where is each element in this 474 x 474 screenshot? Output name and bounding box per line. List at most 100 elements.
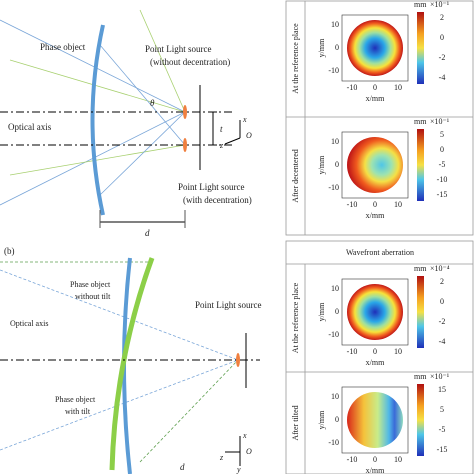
y-tick-label: 10 <box>331 137 339 146</box>
heatmap <box>347 284 403 340</box>
colorbar-tick-label: 15 <box>438 385 446 394</box>
label: (with decentration) <box>183 195 252 205</box>
colorbar-tick-label: 2 <box>440 277 444 286</box>
label: Point Light source <box>178 182 245 192</box>
x-tick-label: 10 <box>394 347 402 356</box>
x-tick-label: 10 <box>394 200 402 209</box>
label: O <box>246 131 252 140</box>
plot-frame <box>341 131 409 199</box>
colorbar-tick-label: -2 <box>439 53 446 62</box>
y-tick-label: -10 <box>328 183 339 192</box>
frames <box>285 0 474 474</box>
label: Point Light source <box>195 300 262 310</box>
colorbar-tick-label: -4 <box>439 337 446 346</box>
plot-frame <box>341 386 409 454</box>
colorbar-tick-label: 2 <box>440 13 444 22</box>
label: Phase object <box>70 280 111 289</box>
unit: mm <box>414 264 427 273</box>
exponent: ×10⁻¹ <box>430 372 450 381</box>
colorbar-tick-label: -15 <box>437 190 448 199</box>
x-tick-label: 10 <box>394 455 402 464</box>
x-label: x/mm <box>366 211 385 220</box>
label: O <box>246 447 252 456</box>
panels: At the reference place 10 0 -10 -10 0 10 x/mm y/… <box>291 0 450 474</box>
y-label: y/mm <box>317 38 326 57</box>
top-diagram: Phase object Point Light source (without… <box>0 9 252 238</box>
heatmap <box>347 392 403 448</box>
colorbar-tick-label: -4 <box>439 73 446 82</box>
colorbar-tick-label: 0 <box>440 297 444 306</box>
y-tick-label: -10 <box>328 330 339 339</box>
x-tick-label: -10 <box>347 83 358 92</box>
x-tick-label: 10 <box>394 83 402 92</box>
colorbar-tick-label: 0 <box>440 145 444 154</box>
label: z <box>219 453 224 462</box>
label: d <box>145 228 150 238</box>
y-tick-label: 0 <box>335 43 339 52</box>
y-label: y/mm <box>317 410 326 429</box>
y-tick-label: -10 <box>328 66 339 75</box>
side-label: At the reference place <box>291 282 300 353</box>
label: t <box>220 124 223 134</box>
colorbar-tick-label: -15 <box>437 445 448 454</box>
heatmap <box>347 137 403 193</box>
x-tick-label: -10 <box>347 200 358 209</box>
x-tick-label: 0 <box>373 83 377 92</box>
y-tick-label: 0 <box>335 415 339 424</box>
x-tick-label: 0 <box>373 200 377 209</box>
side-label: After tilted <box>291 405 300 440</box>
exponent: ×10⁻¹ <box>430 117 450 126</box>
x-tick-label: -10 <box>347 455 358 464</box>
colorbar <box>417 384 424 456</box>
label: x <box>242 431 247 440</box>
label: d <box>180 462 185 472</box>
exponent: ×10⁻⁴ <box>430 264 450 273</box>
header: Wavefront aberration <box>346 248 414 257</box>
label: Phase object <box>40 42 86 52</box>
y-tick-label: 10 <box>331 392 339 401</box>
y-label: y/mm <box>317 155 326 174</box>
colorbar <box>417 129 424 201</box>
label: without tilt <box>75 292 111 301</box>
y-tick-label: -10 <box>328 438 339 447</box>
x-label: x/mm <box>366 94 385 103</box>
x-tick-label: 0 <box>373 455 377 464</box>
side-label: After decentered <box>291 149 300 203</box>
y-tick-label: 10 <box>331 284 339 293</box>
label: Point Light source <box>145 44 212 54</box>
unit: mm <box>414 0 427 9</box>
plot-frame <box>341 14 409 82</box>
label: with tilt <box>65 407 91 416</box>
colorbar-tick-label: -10 <box>437 175 448 184</box>
x-label: x/mm <box>366 466 385 474</box>
x-tick-label: -10 <box>347 347 358 356</box>
unit: mm <box>414 117 427 126</box>
colorbar <box>417 276 424 348</box>
label: x <box>242 115 247 124</box>
label: (without decentration) <box>150 57 230 67</box>
heatmap <box>347 20 403 76</box>
colorbar-tick-label: -5 <box>439 160 446 169</box>
plot-frame <box>341 278 409 346</box>
exponent: ×10⁻¹ <box>430 0 450 9</box>
colorbar-tick-label: -2 <box>439 317 446 326</box>
label: θ <box>150 98 155 108</box>
colorbar <box>417 12 424 84</box>
label: y <box>236 465 241 474</box>
bottom-diagram: (b) Phase object without tilt Point Ligh… <box>0 246 262 474</box>
label: z <box>219 141 224 150</box>
label: (b) <box>4 246 15 256</box>
label: Phase object <box>55 395 96 404</box>
x-label: x/mm <box>366 358 385 367</box>
y-tick-label: 0 <box>335 307 339 316</box>
y-label: y/mm <box>317 302 326 321</box>
label: Optical axis <box>8 122 52 132</box>
colorbar-tick-label: 5 <box>440 130 444 139</box>
colorbar-tick-label: 5 <box>440 405 444 414</box>
side-label: At the reference place <box>291 23 300 94</box>
colorbar-tick-label: -5 <box>439 425 446 434</box>
unit: mm <box>414 372 427 381</box>
colorbar-tick-label: 0 <box>440 33 444 42</box>
label: Optical axis <box>10 319 48 328</box>
